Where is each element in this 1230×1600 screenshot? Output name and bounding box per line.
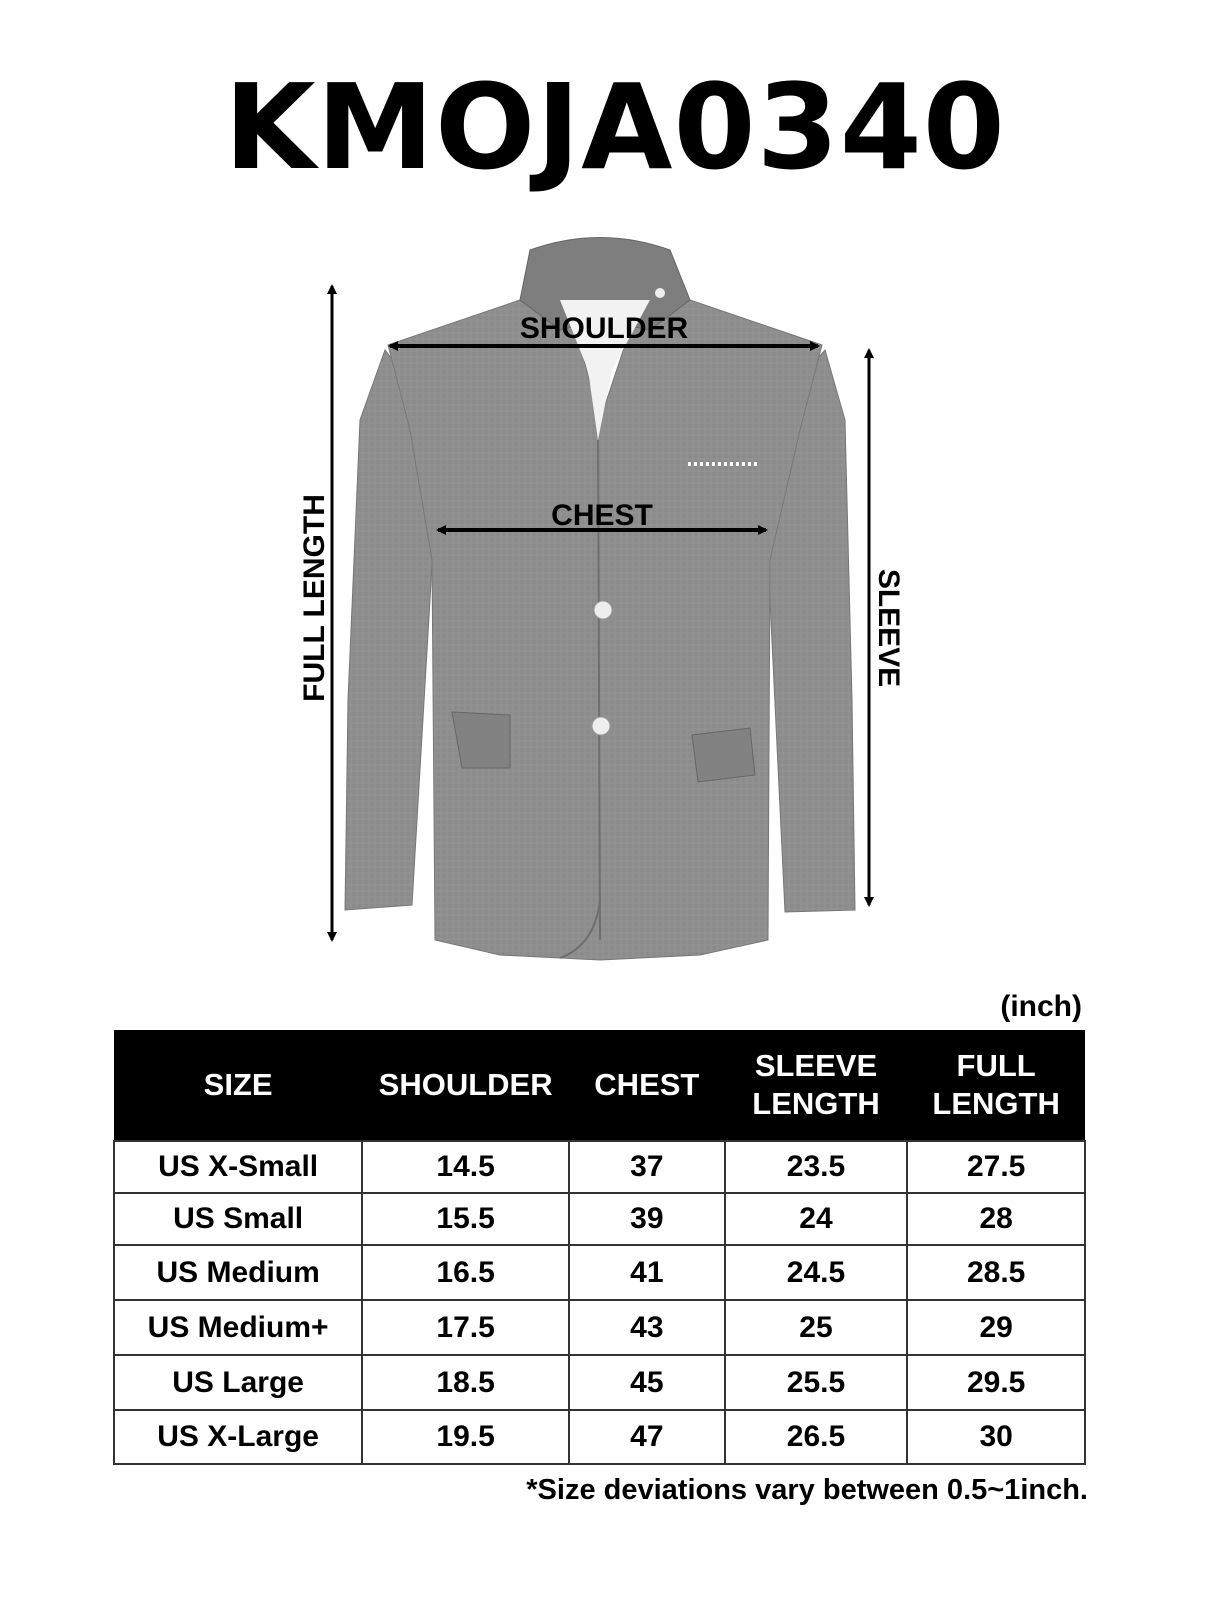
size-table: SIZE SHOULDER CHEST SLEEVE LENGTH FULL LEN… bbox=[112, 1030, 1086, 1465]
table-cell: 24.5 bbox=[723, 1244, 909, 1301]
header-shoulder: SHOULDER bbox=[362, 1030, 570, 1141]
table-row: US Small 15.5 39 24 28 bbox=[112, 1192, 1086, 1246]
header-text: CHEST bbox=[594, 1067, 700, 1102]
table-cell: 28 bbox=[906, 1192, 1086, 1246]
table-cell: 41 bbox=[568, 1244, 726, 1301]
sleeve-label: SLEEVE bbox=[872, 569, 905, 687]
table-cell: 23.5 bbox=[723, 1140, 909, 1194]
table-cell: 47 bbox=[568, 1409, 726, 1465]
header-text: LENGTH bbox=[932, 1086, 1060, 1121]
header-size: SIZE bbox=[114, 1030, 363, 1141]
header-full-length: FULL LENGTH bbox=[907, 1030, 1085, 1141]
table-cell: 25.5 bbox=[723, 1354, 909, 1411]
size-deviation-footnote: *Size deviations vary between 0.5~1inch. bbox=[526, 1474, 1088, 1506]
table-cell: 19.5 bbox=[361, 1409, 571, 1465]
table-cell: 16.5 bbox=[361, 1244, 571, 1301]
table-row: US X-Large 19.5 47 26.5 30 bbox=[112, 1409, 1086, 1465]
header-text: SLEEVE bbox=[754, 1048, 878, 1083]
table-cell: US Medium bbox=[112, 1244, 364, 1301]
table-cell: 14.5 bbox=[361, 1140, 571, 1194]
header-text: SHOULDER bbox=[378, 1067, 553, 1102]
table-cell: 18.5 bbox=[361, 1354, 571, 1411]
measurement-arrows bbox=[327, 284, 874, 942]
table-row: US Medium+ 17.5 43 25 29 bbox=[112, 1299, 1086, 1356]
table-cell: 28.5 bbox=[906, 1244, 1086, 1301]
table-cell: 25 bbox=[723, 1299, 909, 1356]
table-row: US X-Small 14.5 37 23.5 27.5 bbox=[112, 1140, 1086, 1194]
table-cell: US X-Large bbox=[112, 1409, 364, 1465]
table-cell: 29.5 bbox=[906, 1354, 1086, 1411]
header-text: FULL bbox=[956, 1048, 1036, 1083]
table-cell: US Large bbox=[112, 1354, 364, 1411]
jacket-measurement-diagram: SHOULDER CHEST FULL LENGTH SLEEVE bbox=[298, 237, 905, 961]
full-length-label: FULL LENGTH bbox=[298, 494, 331, 702]
shoulder-label: SHOULDER bbox=[520, 312, 689, 345]
product-code-title: KMOJA0340 bbox=[224, 58, 1006, 196]
header-chest: CHEST bbox=[569, 1030, 725, 1141]
table-cell: 29 bbox=[906, 1299, 1086, 1356]
header-text: SIZE bbox=[203, 1067, 273, 1102]
table-cell: 27.5 bbox=[906, 1140, 1086, 1194]
table-cell: US X-Small bbox=[112, 1140, 364, 1194]
table-row: US Medium 16.5 41 24.5 28.5 bbox=[112, 1244, 1086, 1301]
table-header-row: SIZE SHOULDER CHEST SLEEVE LENGTH FULL LEN… bbox=[114, 1030, 1085, 1141]
jacket-illustration bbox=[344, 237, 856, 961]
table-cell: 17.5 bbox=[361, 1299, 571, 1356]
table-row: US Large 18.5 45 25.5 29.5 bbox=[112, 1354, 1086, 1411]
table-cell: 30 bbox=[906, 1409, 1086, 1465]
table-cell: 45 bbox=[568, 1354, 726, 1411]
table-cell: 37 bbox=[568, 1140, 726, 1194]
table-cell: US Medium+ bbox=[112, 1299, 364, 1356]
unit-label: (inch) bbox=[1000, 990, 1082, 1023]
table-cell: 43 bbox=[568, 1299, 726, 1356]
header-text: LENGTH bbox=[752, 1086, 880, 1121]
table-cell: US Small bbox=[112, 1192, 364, 1246]
table-cell: 15.5 bbox=[361, 1192, 571, 1246]
header-sleeve-length: SLEEVE LENGTH bbox=[724, 1030, 908, 1141]
table-cell: 24 bbox=[723, 1192, 909, 1246]
chest-label: CHEST bbox=[551, 499, 653, 532]
table-cell: 26.5 bbox=[723, 1409, 909, 1465]
table-cell: 39 bbox=[568, 1192, 726, 1246]
